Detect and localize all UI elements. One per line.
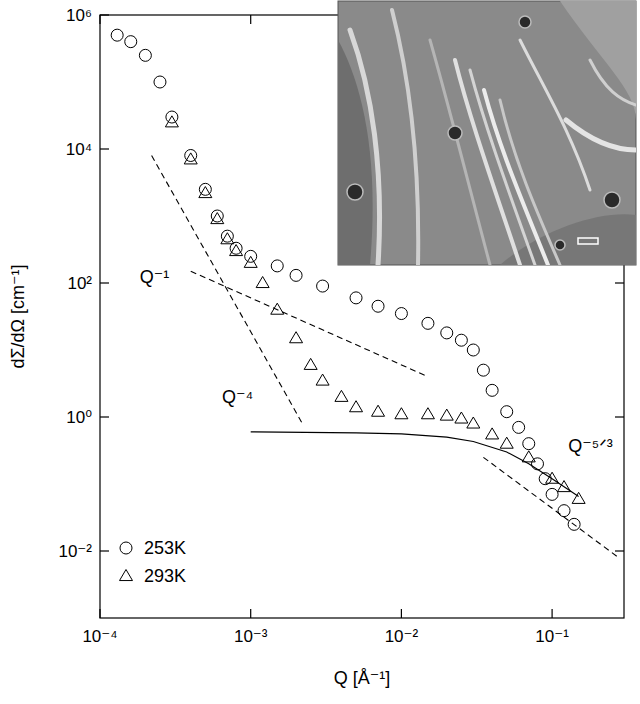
data-point	[455, 412, 468, 423]
x-tick-label: 10⁻³	[234, 627, 268, 646]
y-tick-label: 10⁴	[66, 140, 92, 159]
data-point	[500, 437, 513, 448]
x-tick	[99, 609, 100, 618]
data-point	[395, 408, 408, 419]
data-point	[486, 384, 498, 396]
data-point	[531, 458, 543, 470]
data-point	[455, 334, 467, 346]
legend-marker	[120, 570, 133, 581]
fit-line	[191, 271, 428, 376]
data-point	[290, 269, 302, 281]
x-tick	[250, 15, 251, 24]
data-point	[395, 308, 407, 320]
y-axis-title: dΣ/dΩ [cm⁻¹]	[8, 264, 28, 368]
data-point	[290, 332, 303, 343]
data-point	[546, 488, 558, 500]
data-point	[154, 76, 166, 88]
x-tick-label: 10⁻²	[385, 627, 419, 646]
x-tick	[99, 15, 100, 24]
data-point	[522, 451, 535, 462]
fit-label: Q⁻⁵ᐟ³	[568, 436, 613, 456]
legend-marker	[120, 542, 132, 554]
y-tick	[100, 550, 109, 551]
data-point	[372, 300, 384, 312]
data-point	[230, 245, 243, 256]
fit-line	[483, 457, 619, 558]
data-point	[558, 481, 571, 492]
data-point	[568, 518, 580, 530]
legend-label: 253K	[144, 538, 186, 558]
data-point	[139, 49, 151, 61]
fit-label: Q⁻⁴	[222, 387, 253, 407]
data-point	[440, 409, 453, 420]
data-point	[335, 390, 348, 401]
data-point	[467, 417, 480, 428]
data-point	[372, 405, 385, 416]
data-point	[467, 344, 479, 356]
inset-micrograph	[338, 1, 636, 265]
y-tick	[100, 416, 109, 417]
chart: 10⁻⁴ 10⁻³ 10⁻² 10⁻¹ 10⁻² 10⁰ 10² 10⁴ 10⁶ Q [Å⁻¹] d…	[0, 0, 640, 704]
data-point	[546, 472, 559, 483]
data-point	[523, 438, 535, 450]
data-point	[316, 374, 329, 385]
y-tick-label: 10⁰	[66, 408, 92, 427]
x-axis-title: Q [Å⁻¹]	[334, 668, 391, 688]
y-tick	[100, 148, 109, 149]
data-point	[271, 303, 284, 314]
data-point	[558, 505, 570, 517]
data-point	[199, 187, 212, 198]
fit-line	[152, 155, 303, 423]
fit-label: Q⁻¹	[140, 267, 170, 287]
y-tick	[100, 14, 109, 15]
x-tick	[551, 609, 552, 618]
x-tick	[401, 609, 402, 618]
x-tick-label: 10⁻⁴	[82, 627, 117, 646]
data-point	[221, 233, 234, 244]
data-point	[421, 408, 434, 419]
y-tick-label: 10⁻²	[58, 542, 92, 561]
legend-label: 293K	[144, 566, 186, 586]
y-tick	[615, 416, 624, 417]
data-point	[111, 29, 123, 41]
data-point	[572, 492, 585, 503]
data-point	[244, 256, 257, 267]
y-tick-label: 10⁶	[66, 6, 92, 25]
data-point	[211, 213, 224, 224]
x-tick	[250, 609, 251, 618]
y-tick	[615, 550, 624, 551]
data-point	[166, 111, 178, 123]
data-point	[486, 428, 499, 439]
data-point	[350, 292, 362, 304]
data-point	[165, 116, 178, 127]
data-point	[477, 364, 489, 376]
data-point	[125, 36, 137, 48]
data-point	[513, 421, 525, 433]
data-point	[256, 277, 269, 288]
fit-line	[251, 432, 579, 497]
data-point	[317, 280, 329, 292]
data-point	[501, 406, 513, 418]
data-point	[271, 260, 283, 272]
y-tick-label: 10²	[67, 274, 92, 293]
data-point	[304, 358, 317, 369]
x-tick-label: 10⁻¹	[535, 627, 569, 646]
data-point	[422, 317, 434, 329]
data-point	[350, 401, 363, 412]
y-tick	[100, 282, 109, 283]
data-point	[184, 153, 197, 164]
data-point	[441, 327, 453, 339]
y-tick	[615, 282, 624, 283]
